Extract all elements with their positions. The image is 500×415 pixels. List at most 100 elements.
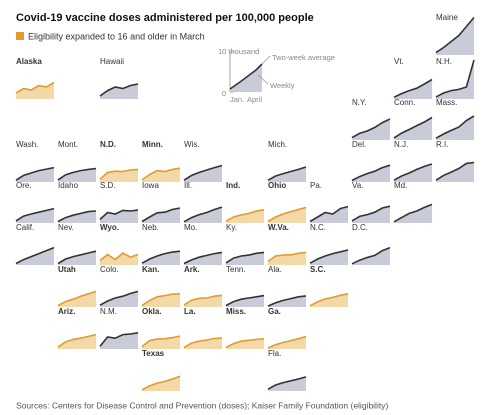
- tile-area: [58, 211, 96, 223]
- tile-area: [394, 79, 432, 99]
- tile-line: [435, 161, 475, 181]
- tile-line: [141, 335, 181, 348]
- tile-line: [267, 376, 307, 390]
- tile-line: [99, 332, 139, 347]
- key-line-label: Two-week average: [272, 53, 335, 62]
- tile-line: [57, 290, 97, 307]
- tile-label: D.C.: [352, 223, 368, 232]
- tile-area: [184, 165, 222, 182]
- tile-area: [142, 208, 180, 223]
- tile-line: [99, 83, 139, 97]
- key-line: [229, 63, 263, 90]
- tile-area: [184, 337, 222, 349]
- tile-line: [393, 163, 433, 181]
- tile-label: Nev.: [58, 223, 74, 232]
- tile-label: Vt.: [394, 57, 404, 66]
- tile-area: [184, 252, 222, 265]
- tile-line: [267, 166, 307, 181]
- tile-area: [226, 252, 264, 265]
- tile-label: R.I.: [436, 140, 448, 149]
- tile-area: [226, 209, 264, 223]
- legend-swatch: [16, 32, 24, 40]
- tile-label: Conn.: [394, 98, 415, 107]
- key-y-label: 10 thousand: [218, 47, 259, 56]
- tile-line: [99, 168, 139, 180]
- tile-line: [15, 81, 55, 94]
- tile-area: [100, 332, 138, 349]
- tile-label: Ala.: [268, 265, 282, 274]
- tile-area: [268, 295, 306, 307]
- tile-label: Ind.: [226, 181, 240, 190]
- tile-label: Fla.: [268, 349, 281, 358]
- tile-line: [225, 251, 265, 264]
- tile-area: [310, 250, 348, 265]
- tile-line: [183, 206, 223, 223]
- tile-area: [58, 334, 96, 349]
- legend-label: Eligibility expanded to 16 and older in …: [28, 31, 205, 41]
- tile-label: Texas: [142, 349, 165, 358]
- tile-line: [141, 207, 181, 223]
- tile-area: [100, 291, 138, 307]
- tile-label: N.D.: [100, 140, 116, 149]
- tile-label: S.C.: [310, 265, 326, 274]
- key-pointer: [257, 74, 269, 85]
- tile-line: [57, 250, 97, 265]
- tile-area: [184, 295, 222, 307]
- key-x-label: April: [247, 95, 262, 104]
- tile-area: [352, 206, 390, 223]
- tile-area: [16, 167, 54, 182]
- tile-label: Idaho: [58, 181, 79, 190]
- tile-line: [15, 246, 55, 265]
- tile-area: [58, 291, 96, 307]
- tile-line: [267, 335, 307, 349]
- tile-label: Wyo.: [100, 223, 119, 232]
- tile-area: [226, 338, 264, 349]
- tile-label: W.Va.: [268, 223, 289, 232]
- tile-line: [183, 251, 223, 265]
- tile-area: [394, 164, 432, 182]
- tile-area: [16, 208, 54, 223]
- tile-label: Ariz.: [58, 307, 75, 316]
- tile-line: [393, 203, 433, 223]
- tile-area: [352, 165, 390, 182]
- tile-line: [351, 246, 391, 265]
- tile-area: [100, 253, 138, 265]
- tile-label: Mich.: [268, 140, 287, 149]
- tile-area: [310, 206, 348, 223]
- tile-area: [58, 168, 96, 182]
- tile-line: [351, 118, 391, 139]
- tile-line: [183, 164, 223, 181]
- tile-label: Minn.: [142, 140, 163, 149]
- tile-label: Utah: [58, 265, 76, 274]
- key-x-label: Jan.: [230, 95, 244, 104]
- tile-label: Kan.: [142, 265, 159, 274]
- tile-area: [58, 251, 96, 265]
- tile-label: Mass.: [436, 98, 457, 107]
- tile-label: N.J.: [394, 140, 408, 149]
- tile-line: [435, 59, 475, 98]
- tile-line: [267, 206, 307, 223]
- tile-area: [268, 207, 306, 223]
- tile-label: Mo.: [184, 223, 197, 232]
- tile-area: [100, 84, 138, 99]
- tile-label: Miss.: [226, 307, 246, 316]
- tile-line: [141, 167, 181, 181]
- tile-label: Ark.: [184, 265, 200, 274]
- tile-label: Hawaii: [100, 57, 124, 66]
- tile-line: [393, 78, 433, 98]
- tile-area: [436, 60, 474, 99]
- tile-area: [142, 251, 180, 265]
- tile-line: [267, 295, 307, 307]
- tile-label: N.M.: [100, 307, 117, 316]
- tile-label: Maine: [436, 13, 458, 22]
- tile-label: Iowa: [142, 181, 159, 190]
- tile-label: Tenn.: [226, 265, 246, 274]
- tile-line: [267, 251, 307, 263]
- tile-line: [309, 249, 349, 264]
- tile-label: Neb.: [142, 223, 159, 232]
- tile-area: [436, 17, 474, 55]
- tile-line: [99, 209, 139, 220]
- key-pointer: [261, 55, 271, 65]
- tile-line: [393, 116, 433, 139]
- tile-area: [436, 162, 474, 182]
